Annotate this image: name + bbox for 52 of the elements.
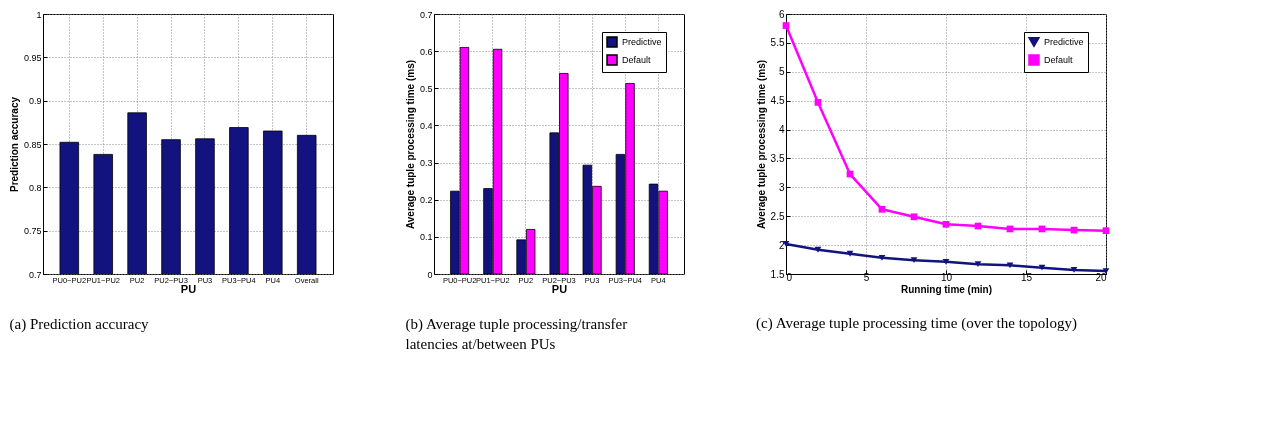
y-tick-label: 2.5 <box>770 210 785 222</box>
y-tick-label: 0.85 <box>23 139 42 150</box>
point <box>974 261 982 268</box>
point <box>814 99 822 106</box>
point <box>782 22 790 29</box>
y-axis-title: Prediction accuracy <box>8 96 20 193</box>
y-tick-label: 0.6 <box>419 46 433 57</box>
point <box>814 246 822 253</box>
y-tick-label: 1 <box>36 9 42 20</box>
y-tick-label: 3 <box>778 181 785 193</box>
y-tick-label: 4 <box>778 124 785 136</box>
y-tick-label: 3.5 <box>770 152 785 164</box>
x-axis-title: PU <box>551 283 568 295</box>
point <box>1070 267 1078 273</box>
point <box>910 257 918 264</box>
y-tick-label: 0.4 <box>419 120 433 131</box>
point <box>878 205 886 213</box>
y-tick-label: 0.75 <box>23 226 42 237</box>
y-tick-label: 0.3 <box>419 158 433 169</box>
y-tick-label: 4.5 <box>770 95 785 107</box>
point <box>910 213 918 221</box>
y-tick-label: 0.7 <box>28 269 42 280</box>
y-tick-label: 0.1 <box>419 232 433 243</box>
legend-label: Predictive <box>622 37 662 47</box>
y-tick-label: 0.7 <box>419 9 433 20</box>
y-tick-label: 5 <box>778 66 785 78</box>
point <box>846 250 854 257</box>
text: (c) Average tuple processing time (over the topology) <box>756 315 1077 332</box>
legend-label: Default <box>622 55 652 65</box>
x-axis-title: PU <box>180 283 197 295</box>
point <box>942 220 950 228</box>
legend-label: Default <box>1044 55 1074 65</box>
legend-label: Predictive <box>1044 37 1084 47</box>
y-tick-label: 5.5 <box>770 37 785 49</box>
y-tick-label: 6 <box>778 8 785 20</box>
y-axis-title: Average tuple processing time (ms) <box>755 59 767 230</box>
y-axis-title: Average tuple processing time (ms) <box>404 59 416 230</box>
point <box>942 258 950 265</box>
point <box>1038 264 1046 271</box>
text: (a) Prediction accuracy <box>9 315 150 333</box>
point <box>1102 227 1110 235</box>
text: (b) Average tuple processing/transfer latencies at/between PUs <box>405 315 628 352</box>
y-tick-label: 0.2 <box>419 195 433 206</box>
point <box>878 254 886 261</box>
y-tick-label: 1.5 <box>770 268 785 280</box>
point <box>1006 262 1014 269</box>
y-tick-label: 0.9 <box>28 96 42 107</box>
y-tick-label: 2 <box>778 239 785 251</box>
y-tick-label: 0.8 <box>28 182 42 193</box>
x-axis-title: Running time (min) <box>900 283 993 295</box>
y-tick-label: 0.5 <box>419 83 433 94</box>
y-tick-label: 0.95 <box>23 52 42 63</box>
